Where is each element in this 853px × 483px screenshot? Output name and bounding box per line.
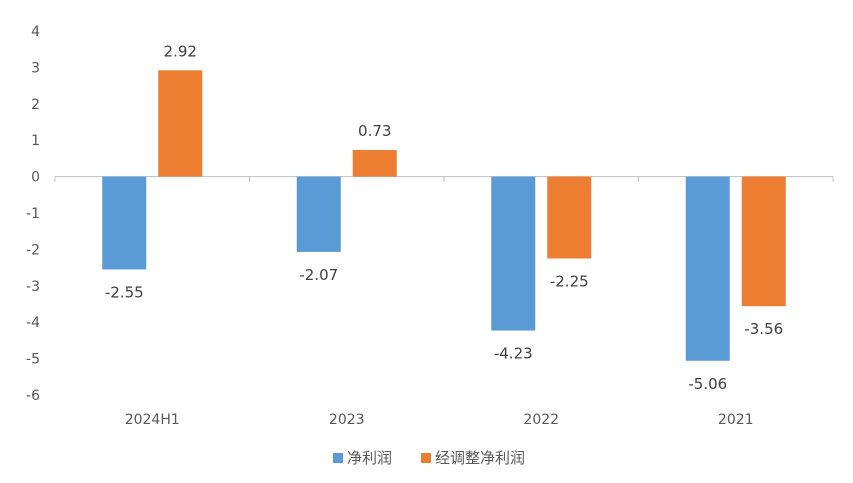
y-tick-label: 4 <box>31 24 40 40</box>
x-tick-label: 2023 <box>329 412 365 428</box>
legend: 净利润 经调整净利润 <box>333 449 525 467</box>
data-label: -2.55 <box>105 283 144 301</box>
data-label: -4.23 <box>494 345 533 363</box>
y-tick-label: 2 <box>31 97 40 113</box>
y-tick-label: 3 <box>31 60 40 76</box>
data-label: -3.56 <box>744 320 783 338</box>
y-tick-label: -3 <box>26 279 40 295</box>
bar-net-profit <box>685 176 730 361</box>
legend-label: 经调整净利润 <box>435 449 525 467</box>
y-tick-label: -5 <box>26 352 40 368</box>
x-axis: 2024H1 2023 2022 2021 <box>125 412 754 428</box>
y-tick-label: 1 <box>31 133 40 149</box>
y-tick-label: -1 <box>26 206 40 222</box>
y-tick-label: -6 <box>26 388 40 404</box>
y-axis: 4 3 2 1 0 -1 -2 -3 -4 -5 -6 <box>26 24 40 404</box>
data-label: 0.73 <box>358 122 391 140</box>
y-tick-label: -4 <box>26 315 40 331</box>
legend-swatch <box>333 453 343 463</box>
legend-swatch <box>421 453 431 463</box>
bar-adjusted-net-profit <box>158 70 203 177</box>
bars <box>102 70 786 361</box>
x-tick-label: 2021 <box>718 412 754 428</box>
bar-net-profit <box>491 176 536 331</box>
data-label: -5.06 <box>688 375 727 393</box>
data-label: 2.92 <box>164 42 197 60</box>
data-labels: -2.55 2.92 -2.07 0.73 -4.23 -2.25 -5.06 -3.56 <box>105 42 783 392</box>
x-tick-label: 2024H1 <box>125 412 180 428</box>
bar-adjusted-net-profit <box>547 176 592 259</box>
x-tick-label: 2022 <box>523 412 559 428</box>
data-label: -2.25 <box>550 273 589 291</box>
y-tick-label: 0 <box>31 170 40 186</box>
bar-adjusted-net-profit <box>741 176 786 307</box>
data-label: -2.07 <box>299 266 338 284</box>
bar-net-profit <box>102 176 147 270</box>
bar-adjusted-net-profit <box>352 150 397 177</box>
legend-label: 净利润 <box>347 449 392 467</box>
y-tick-label: -2 <box>26 242 40 258</box>
bar-net-profit <box>296 176 341 252</box>
